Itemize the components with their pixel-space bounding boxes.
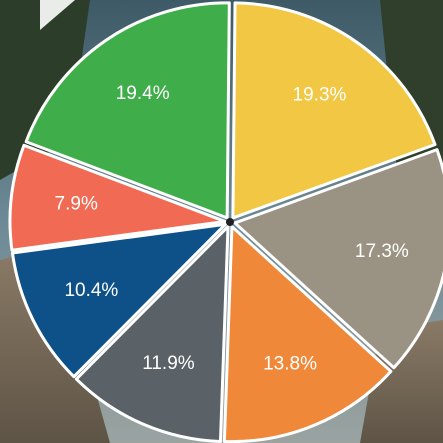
- value-label: 11.9%: [142, 353, 195, 374]
- value-label: 17.3%: [355, 241, 409, 262]
- chart: 19.3% 17.3% 13.8% 11.9% 10.4% 7.9% 19.4%: [0, 0, 443, 443]
- value-label: 19.4%: [116, 83, 170, 104]
- value-label: 10.4%: [64, 280, 118, 301]
- value-label: 7.9%: [55, 193, 98, 214]
- value-label: 13.8%: [263, 354, 317, 375]
- value-label: 19.3%: [293, 85, 347, 106]
- pie-center: [226, 218, 234, 226]
